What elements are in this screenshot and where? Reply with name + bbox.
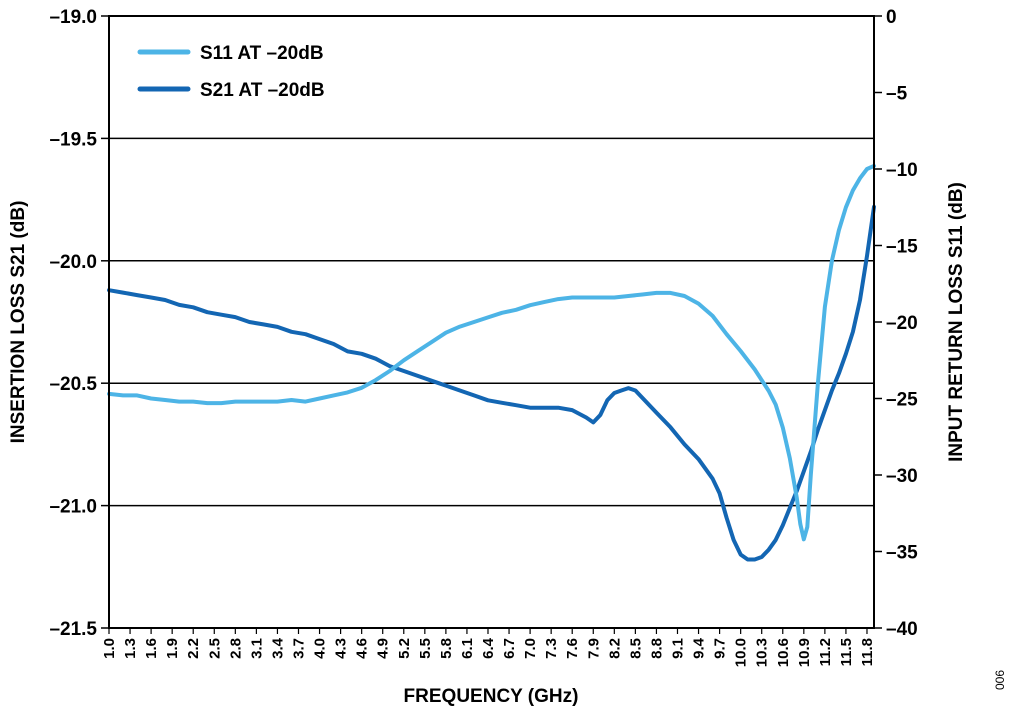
x-axis-title: FREQUENCY (GHz): [404, 686, 579, 707]
right-tick-label: –40: [886, 619, 918, 640]
x-tick-label: 1.9: [164, 638, 181, 659]
gridlines: [109, 137, 874, 507]
left-tick-label: –21.5: [49, 619, 97, 640]
x-tick-label: 5.2: [396, 638, 413, 659]
plot-area-frame: [108, 15, 875, 629]
x-tick-label: 1.0: [101, 638, 118, 659]
left-y-axis: –19.0 –19.5 –20.0 –20.5 –21.0 –21.5: [49, 7, 109, 640]
x-tick-label: 6.7: [501, 638, 518, 659]
x-tick-label: 8.2: [606, 638, 623, 659]
right-tick-label: 0: [886, 7, 897, 28]
figure-id: 006: [993, 670, 1007, 690]
right-tick-label: –10: [886, 160, 918, 181]
x-tick-label: 10.3: [754, 638, 771, 667]
x-tick-label: 9.4: [691, 637, 708, 659]
right-tick-label: –30: [886, 466, 918, 487]
x-tick-label: 4.3: [333, 638, 350, 659]
x-tick-label: 2.2: [185, 638, 202, 659]
x-tick-label: 10.0: [733, 638, 750, 667]
x-tick-label: 3.4: [269, 637, 286, 659]
x-tick-label: 9.7: [712, 638, 729, 659]
x-tick-label: 7.6: [564, 638, 581, 659]
x-tick-label: 11.8: [859, 638, 876, 666]
right-tick-label: –35: [886, 543, 918, 564]
left-tick-label: –19.0: [49, 7, 97, 28]
x-tick-label: 11.5: [838, 638, 855, 666]
x-tick-label: 5.8: [438, 638, 455, 659]
x-tick-label: 6.4: [480, 637, 497, 659]
right-y-axis-title: INPUT RETURN LOSS S11 (dB): [946, 182, 967, 462]
legend-label-s21: S21 AT –20dB: [200, 80, 325, 101]
x-tick-label: 10.9: [796, 638, 813, 667]
x-tick-label: 7.9: [585, 638, 602, 659]
s11-series-line: [107, 163, 876, 542]
legend-label-s11: S11 AT –20dB: [200, 43, 324, 64]
left-tick-label: –20.0: [49, 252, 97, 273]
x-tick-label: 4.6: [354, 638, 371, 659]
x-tick-label: 8.5: [627, 638, 644, 659]
right-tick-label: –25: [886, 390, 918, 411]
x-tick-label: 7.3: [543, 638, 560, 659]
x-tick-label: 1.6: [143, 638, 160, 659]
x-tick-label: 11.2: [817, 638, 834, 666]
left-tick-label: –19.5: [49, 129, 97, 150]
x-tick-label: 8.8: [648, 638, 665, 659]
x-tick-label: 2.8: [227, 638, 244, 659]
x-tick-label: 1.3: [122, 638, 139, 659]
series-layer: [107, 163, 876, 562]
right-tick-label: –15: [886, 237, 918, 258]
x-tick-label: 3.7: [290, 638, 307, 659]
left-tick-label: –20.5: [49, 374, 97, 395]
x-tick-label: 7.0: [522, 638, 539, 659]
x-tick-label: 2.5: [206, 638, 223, 659]
x-tick-label: 4.9: [375, 638, 392, 659]
right-y-axis: 0 –5 –10 –15 –20 –25 –30 –35 –40: [874, 7, 918, 640]
x-tick-label: 4.0: [312, 638, 329, 659]
x-tick-label: 5.5: [417, 638, 434, 659]
left-y-axis-title: INSERTION LOSS S21 (dB): [8, 201, 29, 444]
x-tick-label: 10.6: [775, 638, 792, 667]
x-tick-label: 3.1: [248, 638, 265, 659]
s21-series-line: [107, 204, 876, 562]
x-tick-label: 9.1: [669, 638, 686, 659]
legend: S11 AT –20dB S21 AT –20dB: [137, 43, 325, 101]
right-tick-label: –5: [886, 84, 908, 105]
right-tick-label: –20: [886, 313, 918, 334]
x-axis: 1.0 1.3 1.6 1.9 2.2 2.5 2.8 3.1 3.4 3.7 4.0 4.3 4.6 4…: [101, 628, 876, 667]
left-tick-label: –21.0: [49, 497, 97, 518]
x-tick-label: 6.1: [459, 638, 476, 659]
